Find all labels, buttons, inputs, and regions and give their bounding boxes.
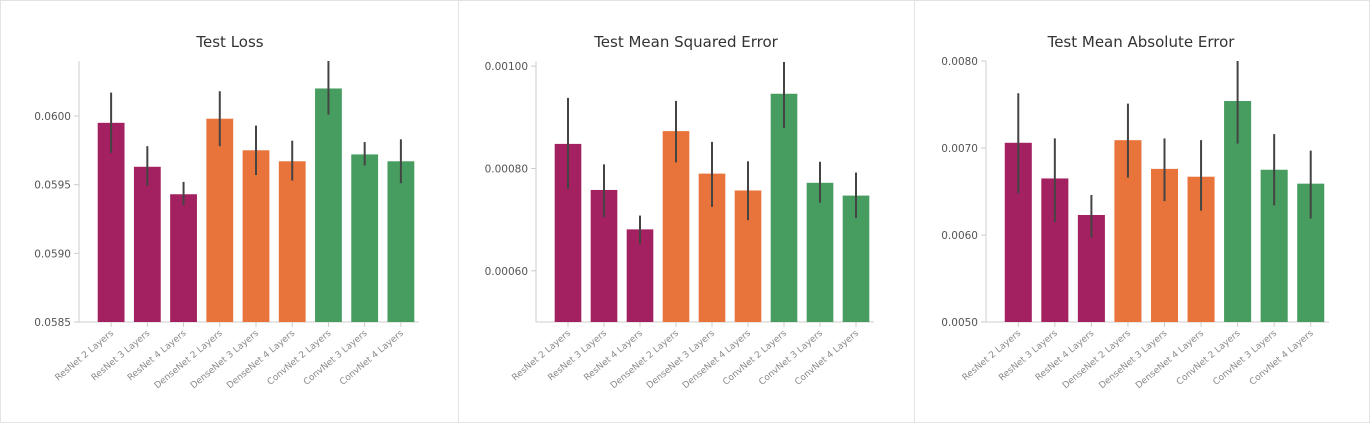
bar-resnet-2-layers bbox=[97, 122, 125, 322]
x-tick-label: ConvNet 2 Layers bbox=[266, 328, 334, 387]
bar-convnet-3-layers bbox=[806, 182, 834, 322]
bar-densenet-2-layers bbox=[662, 131, 690, 322]
bar-resnet-3-layers bbox=[133, 166, 161, 322]
test-loss-chart: Test Loss 0.0585 0.0590 0.0595 0.0600 ResNet … bbox=[34, 33, 419, 391]
y-tick-label: 0.0060 bbox=[941, 230, 978, 242]
chart-title: Test Mean Squared Error bbox=[593, 33, 778, 51]
x-tick-label: DenseNet 2 Layers bbox=[609, 328, 681, 391]
x-tick-label: ConvNet 4 Layers bbox=[793, 328, 861, 387]
y-tick-label: 0.00100 bbox=[485, 61, 528, 73]
bar-convnet-2-layers bbox=[770, 93, 798, 323]
chart-panel-test-loss: Test Loss 0.0585 0.0590 0.0595 0.0600 ResNet … bbox=[1, 1, 458, 422]
y-tick-label: 0.00080 bbox=[485, 163, 528, 175]
chart-title: Test Mean Absolute Error bbox=[1047, 33, 1236, 51]
y-tick-label: 0.0080 bbox=[941, 56, 978, 68]
test-mae-chart: Test Mean Absolute Error 0.0050 0.0060 0.00… bbox=[941, 33, 1329, 391]
y-tick-label: 0.0590 bbox=[34, 248, 71, 260]
bar-densenet-2-layers bbox=[206, 118, 234, 323]
x-tick-label: ConvNet 3 Layers bbox=[757, 328, 825, 387]
y-tick-label: 0.00060 bbox=[485, 266, 528, 278]
x-tick-label: ConvNet 4 Layers bbox=[338, 328, 406, 387]
x-tick-label: ResNet 2 Layers bbox=[961, 328, 1024, 383]
y-tick-label: 0.0600 bbox=[34, 111, 71, 123]
bar-densenet-3-layers bbox=[242, 150, 270, 322]
test-mse-chart: Test Mean Squared Error 0.00060 0.00080 0.0… bbox=[485, 33, 874, 391]
bar-convnet-3-layers bbox=[351, 154, 379, 322]
x-tick-label: DenseNet 4 Layers bbox=[1134, 328, 1206, 391]
x-tick-label: ResNet 2 Layers bbox=[54, 328, 117, 383]
y-tick-label: 0.0050 bbox=[941, 317, 978, 329]
x-tick-label: ResNet 2 Layers bbox=[510, 328, 573, 383]
bar-densenet-4-layers bbox=[278, 161, 306, 322]
x-tick-label: DenseNet 3 Layers bbox=[189, 328, 261, 391]
x-tick-label: DenseNet 2 Layers bbox=[1061, 328, 1133, 391]
x-tick-label: DenseNet 3 Layers bbox=[645, 328, 717, 391]
chart-title: Test Loss bbox=[195, 33, 263, 51]
x-tick-label: ConvNet 2 Layers bbox=[721, 328, 789, 387]
y-tick-label: 0.0585 bbox=[34, 317, 71, 329]
x-tick-label: DenseNet 4 Layers bbox=[225, 328, 297, 391]
chart-panel-test-mae: Test Mean Absolute Error 0.0050 0.0060 0.00… bbox=[914, 1, 1369, 422]
bar-resnet-4-layers bbox=[170, 194, 197, 322]
x-tick-label: ConvNet 3 Layers bbox=[1211, 328, 1279, 387]
chart-panel-test-mse: Test Mean Squared Error 0.00060 0.00080 0.0… bbox=[458, 1, 914, 422]
y-tick-label: 0.0070 bbox=[941, 143, 978, 155]
x-tick-label: DenseNet 3 Layers bbox=[1098, 328, 1170, 391]
x-tick-label: ConvNet 4 Layers bbox=[1248, 328, 1316, 387]
bar-resnet-4-layers bbox=[626, 229, 654, 322]
bar-convnet-4-layers bbox=[387, 161, 415, 322]
bar-convnet-2-layers bbox=[315, 88, 342, 322]
x-tick-label: DenseNet 4 Layers bbox=[681, 328, 753, 391]
y-tick-label: 0.0595 bbox=[34, 180, 71, 192]
x-tick-label: ConvNet 3 Layers bbox=[302, 328, 370, 387]
x-tick-label: ConvNet 2 Layers bbox=[1175, 328, 1243, 387]
x-tick-label: DenseNet 2 Layers bbox=[153, 328, 225, 391]
